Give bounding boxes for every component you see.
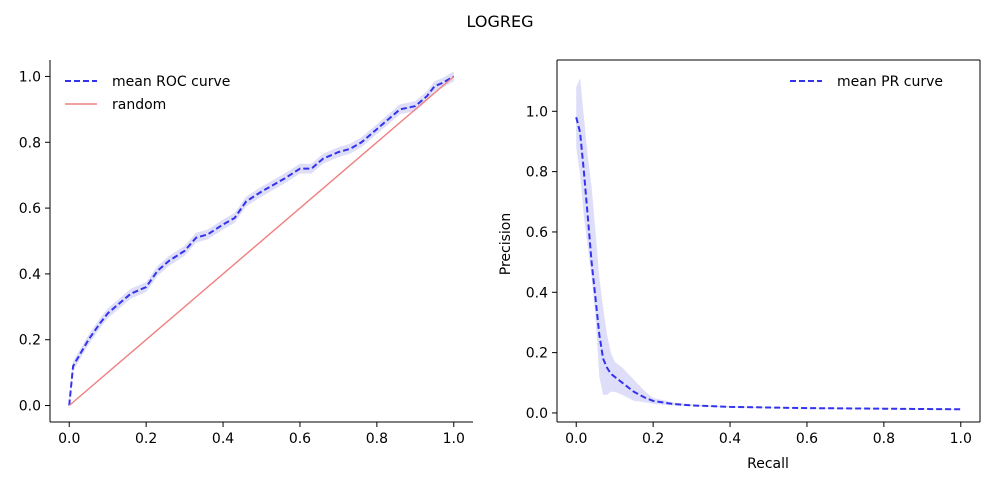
roc-series-0-line xyxy=(68,75,455,406)
roc-x-tick-label: 1.0 xyxy=(443,431,465,447)
roc-y-tick-label: 0.0 xyxy=(19,399,41,415)
roc-x-tick-label: 0.0 xyxy=(58,431,80,447)
roc-y-tick-label: 0.4 xyxy=(19,267,41,283)
roc-series-1-line xyxy=(68,75,455,407)
pr-x-tick-label: 0.0 xyxy=(565,431,587,447)
pr-x-tick-label: 0.4 xyxy=(719,431,741,447)
pr-plot: 0.0 0.2 0.4 0.6 0.8 1.0 0.0 0.2 0.4 0.6 0.8 1.0 mea… xyxy=(498,59,981,472)
pr-x-tick-label: 1.0 xyxy=(950,431,972,447)
pr-y-tick-label: 1.0 xyxy=(526,104,548,120)
pr-x-tick-label: 0.6 xyxy=(796,431,818,447)
roc-lines-layer xyxy=(68,75,455,407)
roc-series-0-band xyxy=(69,71,454,411)
roc-y-tick-label: 0.2 xyxy=(19,333,41,349)
pr-y-tick-label: 0.0 xyxy=(526,406,548,422)
pr-legend: mean PR curve xyxy=(790,74,943,90)
roc-axes: 0.0 0.2 0.4 0.6 0.8 1.0 0.0 0.2 0.4 0.6 0.8 1.0 xyxy=(19,60,473,447)
pr-y-tick-label: 0.6 xyxy=(526,225,548,241)
roc-y-tick-label: 0.8 xyxy=(19,135,41,151)
pr-x-tick-label: 0.2 xyxy=(642,431,664,447)
pr-y-tick-label: 0.2 xyxy=(526,346,548,362)
roc-y-tick-label: 0.6 xyxy=(19,201,41,217)
pr-x-tick-label: 0.8 xyxy=(873,431,895,447)
roc-y-tick-label: 1.0 xyxy=(19,69,41,85)
pr-legend-label: mean PR curve xyxy=(837,74,943,90)
roc-x-tick-label: 0.6 xyxy=(289,431,311,447)
pr-series-0-line xyxy=(575,117,961,411)
figure-suptitle: LOGREG xyxy=(467,12,534,31)
pr-series-0-band xyxy=(576,78,961,410)
roc-x-tick-label: 0.8 xyxy=(366,431,388,447)
roc-legend-label: mean ROC curve xyxy=(112,74,230,90)
pr-axes: 0.0 0.2 0.4 0.6 0.8 1.0 0.0 0.2 0.4 0.6 0.8 1.0 xyxy=(526,59,981,447)
pr-lines-layer xyxy=(575,117,961,411)
roc-x-tick-label: 0.2 xyxy=(135,431,157,447)
pr-y-tick-label: 0.4 xyxy=(526,285,548,301)
pr-y-tick-label: 0.8 xyxy=(526,165,548,181)
pr-band-layer xyxy=(576,78,961,410)
roc-band-layer xyxy=(69,71,454,411)
roc-x-tick-label: 0.4 xyxy=(212,431,234,447)
pr-x-axis-label: Recall xyxy=(747,456,789,472)
pr-y-axis-label: Precision xyxy=(498,213,514,275)
roc-legend: mean ROC curve random xyxy=(65,74,230,113)
roc-plot: 0.0 0.2 0.4 0.6 0.8 1.0 0.0 0.2 0.4 0.6 0.8 1.0 mea… xyxy=(19,60,473,447)
roc-legend-label: random xyxy=(112,97,166,113)
